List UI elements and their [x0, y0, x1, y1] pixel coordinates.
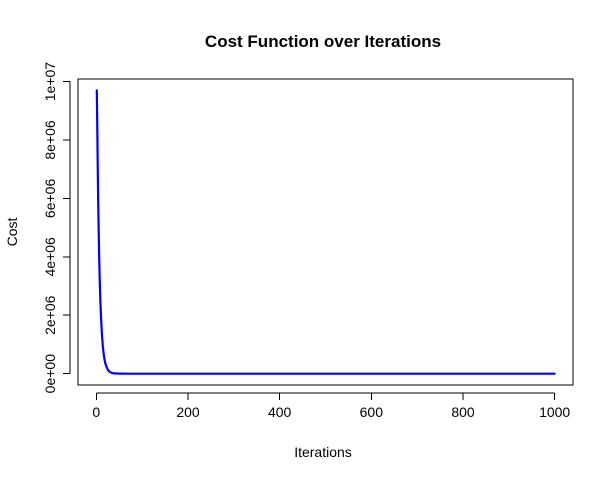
y-tick-label: 1e+07: [42, 62, 58, 102]
x-tick-label: 1000: [539, 404, 570, 420]
y-axis-label: Cost: [4, 218, 20, 247]
plot-frame: [77, 78, 574, 386]
x-tick-label: 600: [360, 404, 384, 420]
x-tick-label: 800: [451, 404, 475, 420]
series-layer: [95, 89, 556, 375]
y-tick-label: 8e+06: [42, 120, 58, 160]
chart-title: Cost Function over Iterations: [205, 32, 441, 51]
x-axis: 0 200 400 600 800 1000: [92, 392, 570, 420]
x-tick-label: 200: [176, 404, 200, 420]
x-tick-label: 0: [92, 404, 100, 420]
cost-series-line: [95, 89, 556, 375]
y-tick-label: 2e+06: [42, 295, 58, 335]
y-tick-label: 0e+00: [42, 354, 58, 394]
y-tick-label: 4e+06: [42, 237, 58, 277]
x-tick-label: 400: [268, 404, 292, 420]
y-tick-label: 6e+06: [42, 179, 58, 219]
x-axis-label: Iterations: [294, 444, 352, 460]
y-axis: 0e+00 2e+06 4e+06 6e+06 8e+06 1e+07: [42, 62, 71, 394]
